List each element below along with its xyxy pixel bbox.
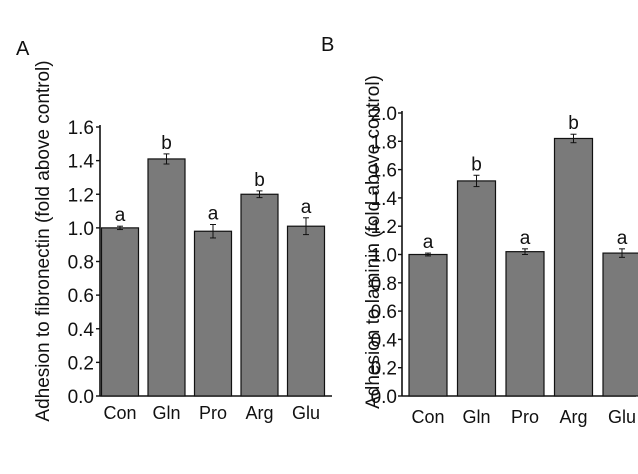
y-tick-label: 1.2 bbox=[371, 217, 397, 238]
y-tick-label: 1.4 bbox=[371, 189, 398, 210]
significance-letter: a bbox=[301, 197, 312, 218]
y-tick-label: 1.0 bbox=[371, 246, 397, 267]
category-label-con: Con bbox=[411, 407, 444, 427]
bar-pro bbox=[505, 251, 545, 397]
y-tick-label: 0.0 bbox=[371, 387, 397, 408]
y-axis-label: Adhesion to laminin (fold above control) bbox=[363, 75, 384, 409]
significance-letter: a bbox=[520, 228, 531, 249]
y-tick-label: 0.8 bbox=[371, 274, 397, 295]
y-tick-label: 1.6 bbox=[68, 118, 94, 139]
y-axis-label: Adhesion to fibronectin (fold above cont… bbox=[33, 60, 54, 421]
y-tick-label: 1.0 bbox=[68, 219, 94, 240]
y-tick-label: 0.0 bbox=[68, 387, 94, 408]
bar-gln bbox=[147, 158, 186, 397]
panel-label: A bbox=[16, 38, 30, 60]
category-label-gln: Gln bbox=[152, 403, 180, 423]
category-label-con: Con bbox=[103, 403, 136, 423]
significance-letter: a bbox=[208, 204, 219, 225]
y-tick-label: 0.2 bbox=[371, 359, 397, 380]
y-tick-label: 1.8 bbox=[371, 132, 397, 153]
category-label-gln: Gln bbox=[462, 407, 490, 427]
bar-arg bbox=[240, 193, 279, 397]
y-tick-label: 0.4 bbox=[68, 320, 95, 341]
y-tick-label: 1.2 bbox=[68, 185, 94, 206]
y-tick-label: 0.6 bbox=[68, 286, 94, 307]
panel-label: B bbox=[321, 34, 334, 56]
significance-letter: a bbox=[115, 205, 126, 226]
significance-letter: b bbox=[161, 133, 172, 154]
category-label-arg: Arg bbox=[559, 407, 587, 427]
bar-arg bbox=[553, 137, 594, 397]
bar-gln bbox=[456, 180, 497, 397]
y-tick-label: 1.6 bbox=[371, 161, 397, 182]
y-tick-label: 0.8 bbox=[68, 253, 94, 274]
category-label-arg: Arg bbox=[245, 403, 273, 423]
significance-letter: b bbox=[471, 154, 482, 175]
category-label-pro: Pro bbox=[511, 407, 539, 427]
category-label-pro: Pro bbox=[199, 403, 227, 423]
category-label-glu: Glu bbox=[292, 403, 320, 423]
significance-letter: a bbox=[617, 228, 628, 249]
bar-con bbox=[408, 253, 448, 397]
significance-letter: a bbox=[423, 232, 434, 253]
bar-glu bbox=[602, 252, 638, 397]
bar-glu bbox=[286, 225, 326, 397]
y-tick-label: 0.2 bbox=[68, 353, 94, 374]
bar-pro bbox=[193, 230, 233, 397]
bar-con bbox=[100, 227, 140, 397]
y-tick-label: 0.4 bbox=[371, 330, 398, 351]
significance-letter: b bbox=[568, 113, 579, 134]
category-label-glu: Glu bbox=[608, 407, 636, 427]
significance-letter: b bbox=[254, 170, 265, 191]
y-tick-label: 1.4 bbox=[68, 152, 95, 173]
panel-b: B Adhesion to laminin (fold above control… bbox=[321, 34, 638, 427]
y-tick-label: 0.6 bbox=[371, 302, 397, 323]
y-tick-label: 2.0 bbox=[371, 104, 397, 125]
